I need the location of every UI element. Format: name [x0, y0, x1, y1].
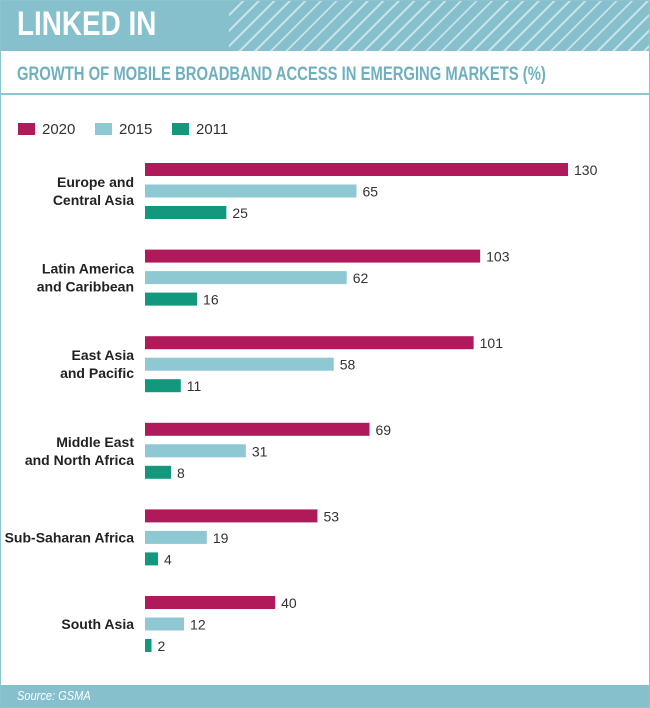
bar-europe-and-central-asia-2015: [145, 184, 357, 198]
bar-europe-and-central-asia-2020: [145, 163, 568, 176]
bar-south-asia-2015: [145, 617, 185, 631]
bar-middle-east-and-north-africa-2011: [145, 465, 172, 479]
data-label-east-asia-and-pacific-2020: 101: [480, 335, 504, 351]
category-label-south-asia-line-1: South Asia: [61, 616, 134, 632]
legend-label-2020: 2020: [42, 121, 75, 138]
bar-middle-east-and-north-africa-2015: [145, 444, 246, 458]
bar-south-asia-2011: [145, 639, 152, 652]
category-label-europe-and-central-asia-line-1: Europe and: [57, 174, 134, 190]
category-label-latin-america-and-caribbean-line-1: Latin America: [42, 261, 134, 277]
bar-middle-east-and-north-africa-2020: [145, 422, 370, 436]
data-label-latin-america-and-caribbean-2020: 103: [486, 249, 510, 265]
data-label-south-asia-2011: 2: [158, 638, 166, 654]
bar-europe-and-central-asia-2011: [145, 206, 227, 219]
legend-swatch-2011: [172, 123, 189, 135]
category-label-middle-east-and-north-africa-line-2: and North Africa: [25, 452, 134, 468]
footer: Source: GSMA: [1, 685, 649, 707]
data-label-latin-america-and-caribbean-2011: 16: [203, 292, 219, 308]
bar-south-asia-2020: [145, 596, 276, 609]
bar-sub-saharan-africa-2011: [145, 552, 159, 566]
subtitle-band: GROWTH OF MOBILE BROADBAND ACCESS IN EME…: [1, 51, 649, 95]
data-label-east-asia-and-pacific-2011: 11: [187, 378, 202, 394]
category-label-east-asia-and-pacific-line-1: East Asia: [71, 347, 134, 363]
data-label-sub-saharan-africa-2015: 19: [213, 530, 229, 546]
category-label-latin-america-and-caribbean-line-2: and Caribbean: [37, 279, 134, 295]
bar-sub-saharan-africa-2015: [145, 530, 207, 544]
data-label-latin-america-and-caribbean-2015: 62: [353, 270, 369, 286]
bar-latin-america-and-caribbean-2015: [145, 271, 347, 285]
data-label-east-asia-and-pacific-2015: 58: [340, 357, 356, 373]
bar-latin-america-and-caribbean-2011: [145, 292, 198, 306]
data-label-europe-and-central-asia-2015: 65: [363, 184, 379, 200]
data-label-europe-and-central-asia-2011: 25: [232, 205, 248, 221]
legend-swatch-2020: [18, 123, 35, 135]
category-label-sub-saharan-africa-line-1: Sub-Saharan Africa: [5, 529, 135, 545]
data-label-middle-east-and-north-africa-2020: 69: [376, 422, 392, 438]
data-label-middle-east-and-north-africa-2011: 8: [177, 465, 185, 481]
source-note: Source: GSMA: [17, 688, 91, 703]
data-label-europe-and-central-asia-2020: 130: [574, 162, 598, 178]
category-label-middle-east-and-north-africa-line-1: Middle East: [56, 434, 134, 450]
legend-label-2015: 2015: [119, 121, 152, 138]
data-label-south-asia-2015: 12: [190, 617, 206, 633]
banner: LINKED IN: [1, 1, 649, 51]
banner-stripes: [229, 1, 649, 51]
banner-title: LINKED IN: [17, 5, 157, 43]
legend-swatch-2015: [95, 123, 112, 135]
bar-sub-saharan-africa-2020: [145, 509, 318, 523]
chart-title: GROWTH OF MOBILE BROADBAND ACCESS IN EME…: [17, 64, 546, 85]
data-label-sub-saharan-africa-2020: 53: [323, 508, 339, 524]
data-label-south-asia-2020: 40: [281, 595, 297, 611]
category-label-east-asia-and-pacific-line-2: and Pacific: [60, 365, 134, 381]
category-label-europe-and-central-asia-line-2: Central Asia: [53, 192, 134, 208]
data-label-middle-east-and-north-africa-2015: 31: [252, 443, 268, 459]
legend-label-2011: 2011: [196, 121, 228, 138]
bar-latin-america-and-caribbean-2020: [145, 249, 481, 263]
bar-east-asia-and-pacific-2015: [145, 357, 334, 371]
data-label-sub-saharan-africa-2011: 4: [164, 551, 172, 567]
bar-east-asia-and-pacific-2011: [145, 379, 181, 393]
bar-east-asia-and-pacific-2020: [145, 336, 474, 350]
